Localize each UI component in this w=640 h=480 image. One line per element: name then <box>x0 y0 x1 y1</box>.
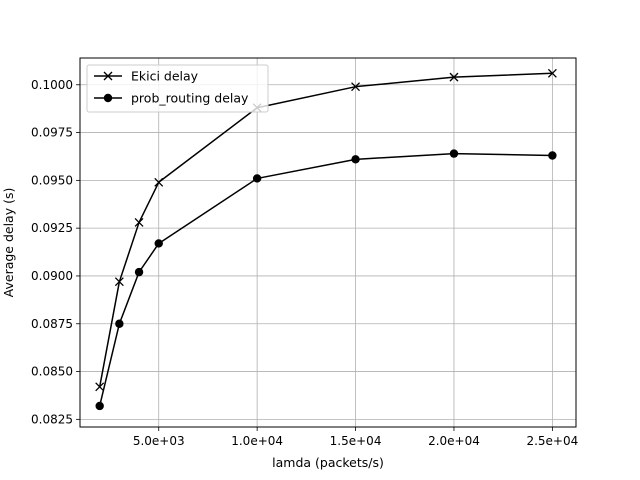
plot-frame <box>79 57 577 428</box>
x-tick-label: 2.0e+04 <box>428 434 480 448</box>
data-point-x-marker <box>154 177 164 187</box>
y-tick-label: 0.0825 <box>31 412 73 426</box>
data-point-circle-marker <box>95 401 104 411</box>
data-point-x-marker <box>351 82 361 92</box>
grid-lines <box>80 58 576 427</box>
x-tick-label: 5.0e+03 <box>133 434 185 448</box>
x-axis-label: lamda (packets/s) <box>272 455 384 470</box>
legend: Ekici delay prob_routing delay <box>86 64 269 113</box>
y-tick-label: 0.1000 <box>31 78 73 92</box>
data-point-x-marker <box>134 217 144 227</box>
data-point-x-marker <box>449 72 459 82</box>
series-line-prob-routing <box>98 152 553 407</box>
legend-marker-x <box>103 71 113 81</box>
y-axis-label: Average delay (s) <box>1 188 16 298</box>
legend-box <box>86 64 269 113</box>
x-tick-label: 2.5e+04 <box>526 434 578 448</box>
y-tick-label: 0.0900 <box>31 269 73 283</box>
series-layer <box>95 68 557 411</box>
series-line-ekici <box>98 72 553 387</box>
x-tick-label: 1.0e+04 <box>231 434 283 448</box>
data-point-circle-marker <box>351 155 360 164</box>
y-tick-label: 0.0875 <box>31 317 73 331</box>
y-tick-label: 0.0950 <box>31 173 73 187</box>
data-point-circle-marker <box>134 267 144 277</box>
y-axis: 0.0825 0.0850 0.0875 0.0900 0.0925 0.0950 0.09… <box>31 78 80 426</box>
x-tick-label: 1.5e+04 <box>330 434 382 448</box>
y-tick-label: 0.0925 <box>31 221 73 235</box>
data-point-circle-marker <box>252 174 262 183</box>
data-point-x-marker <box>95 382 105 392</box>
data-point-circle-marker <box>548 151 557 160</box>
data-point-x-marker <box>114 277 124 287</box>
legend-label-ekici: Ekici delay <box>131 69 199 84</box>
legend-label-prob-routing: prob_routing delay <box>131 91 249 106</box>
data-point-circle-marker <box>449 149 459 158</box>
x-axis: 5.0e+03 1.0e+04 1.5e+04 2.0e+04 2.5e+04 <box>133 427 578 448</box>
legend-marker-circle <box>103 93 113 103</box>
data-point-circle-marker <box>154 239 163 248</box>
data-point-circle-marker <box>115 319 124 328</box>
y-tick-label: 0.0975 <box>31 126 73 140</box>
y-tick-label: 0.0850 <box>31 365 73 379</box>
data-point-x-marker <box>547 68 557 78</box>
